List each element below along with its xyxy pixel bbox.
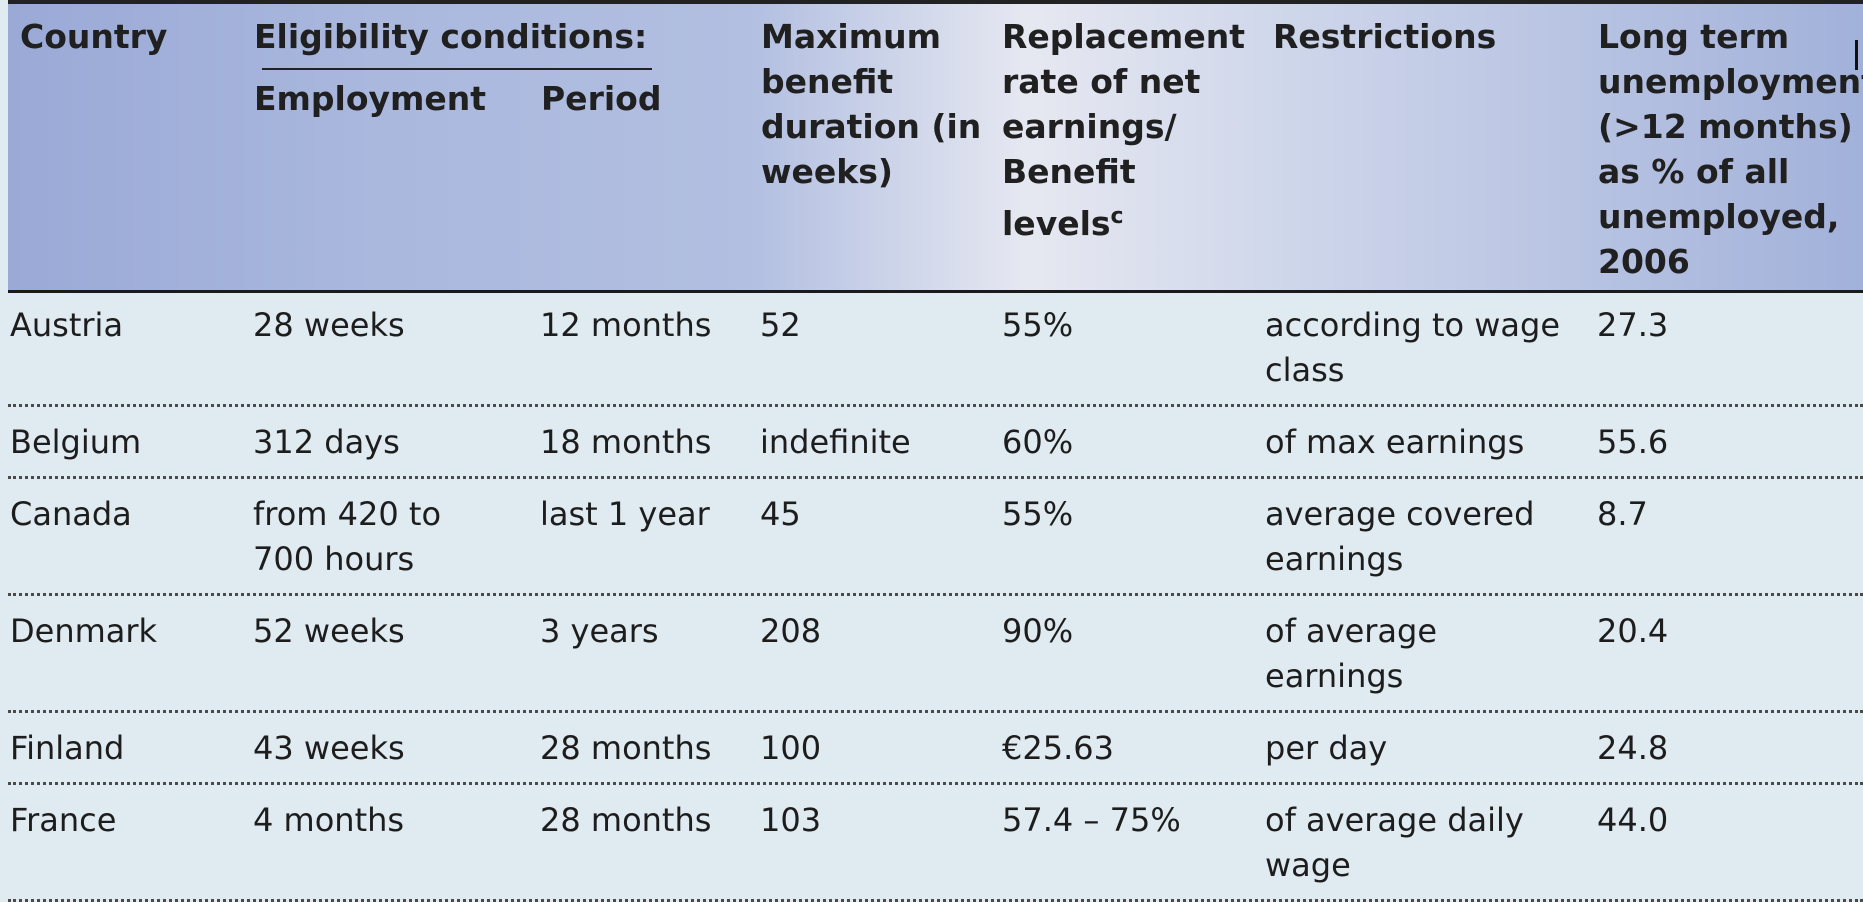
cell-period: 28 months [540, 801, 712, 839]
footnote-marker: c [1110, 204, 1124, 229]
cell-country: Finland [10, 729, 125, 767]
cell-long-term: 44.0 [1597, 801, 1669, 839]
cell-line: 700 hours [253, 540, 415, 578]
cell-replacement: 60% [1002, 423, 1074, 461]
eligibility-underline [262, 68, 652, 70]
header-max-duration-line: weeks) [761, 152, 893, 191]
cell-period: 18 months [540, 423, 712, 461]
cell-employment: 52 weeks [253, 609, 405, 654]
cell-line: 28 weeks [253, 306, 405, 344]
cell-restrictions: per day [1265, 726, 1387, 771]
cell-duration: 45 [760, 495, 801, 533]
cell-line: of max earnings [1265, 423, 1525, 461]
header-replacement-line: earnings/ [1002, 107, 1177, 146]
table-row: Canada from 420 to 700 hours last 1 year 45 5… [0, 492, 1863, 582]
cell-replacement: 55% [1002, 495, 1074, 533]
header-long-term-line: 2006 [1598, 242, 1690, 281]
table-row: Belgium 312 days 18 months indefinite 60% of … [0, 420, 1863, 465]
cell-line: earnings [1265, 540, 1404, 578]
cell-long-term: 8.7 [1597, 495, 1648, 533]
cell-period: last 1 year [540, 495, 710, 533]
cell-country: Denmark [10, 612, 158, 650]
cell-duration: 100 [760, 729, 822, 767]
row-separator [8, 404, 1863, 407]
table-header: Country Eligibility conditions: Employme… [8, 4, 1863, 293]
cell-restrictions: of average daily wage [1265, 798, 1524, 888]
cell-restrictions: average covered earnings [1265, 492, 1534, 582]
cell-country: Belgium [10, 423, 142, 461]
cell-employment: 43 weeks [253, 726, 405, 771]
header-long-term-line: Long term [1598, 17, 1790, 56]
header-long-term-line: as % of all [1598, 152, 1790, 191]
cell-line: earnings [1265, 657, 1404, 695]
header-eligibility: Eligibility conditions: [254, 17, 648, 56]
cell-employment: 4 months [253, 798, 404, 843]
header-long-term-line: unemployment [1598, 62, 1863, 101]
cell-restrictions: according to wage class [1265, 303, 1560, 393]
table-row: France 4 months 28 months 103 57.4 – 75% of a… [0, 798, 1863, 888]
header-employment: Employment [254, 79, 487, 118]
cell-line: class [1265, 351, 1345, 389]
row-separator [8, 476, 1863, 479]
cell-period: 28 months [540, 729, 712, 767]
header-restrictions: Restrictions [1273, 17, 1497, 56]
scrollbar-edge [1855, 40, 1858, 70]
cell-country: France [10, 801, 117, 839]
header-max-duration: Maximum benefit duration (in weeks) [761, 14, 981, 194]
cell-long-term: 20.4 [1597, 612, 1669, 650]
header-replacement-line: Replacement [1002, 17, 1245, 56]
row-separator [8, 710, 1863, 713]
cell-line: average covered [1265, 495, 1535, 533]
table-row: Austria 28 weeks 12 months 52 55% according t… [0, 303, 1863, 393]
table-row: Denmark 52 weeks 3 years 208 90% of average ea… [0, 609, 1863, 699]
cell-duration: 52 [760, 306, 801, 344]
cell-duration: 208 [760, 612, 822, 650]
table-row: Finland 43 weeks 28 months 100 €25.63 per day… [0, 726, 1863, 771]
cell-line: according to wage [1265, 306, 1561, 344]
cell-line: 43 weeks [253, 729, 405, 767]
header-long-term-unemployment: Long term unemployment (>12 months) as % of… [1598, 14, 1863, 284]
header-period: Period [541, 79, 662, 118]
cell-duration: 103 [760, 801, 822, 839]
cell-long-term: 55.6 [1597, 423, 1669, 461]
cell-employment: 312 days [253, 420, 400, 465]
cell-line: wage [1265, 846, 1351, 884]
header-replacement-rate: Replacement rate of net earnings/Benefit le… [1002, 14, 1245, 246]
cell-line: 312 days [253, 423, 400, 461]
header-replacement-line: rate of net [1002, 62, 1201, 101]
cell-replacement: 55% [1002, 306, 1074, 344]
cell-country: Austria [10, 306, 124, 344]
header-max-duration-line: benefit [761, 62, 894, 101]
cell-line: 4 months [253, 801, 405, 839]
cell-long-term: 27.3 [1597, 306, 1669, 344]
cell-employment: from 420 to 700 hours [253, 492, 441, 582]
cell-period: 3 years [540, 612, 659, 650]
cell-replacement: 57.4 – 75% [1002, 801, 1181, 839]
header-replacement-line: Benefit [1002, 152, 1136, 191]
cell-country: Canada [10, 495, 132, 533]
header-replacement-line: levelsc [1002, 204, 1124, 243]
row-separator [8, 593, 1863, 596]
cell-line: from 420 to [253, 495, 442, 533]
cell-line: of average [1265, 612, 1438, 650]
header-max-duration-line: duration (in [761, 107, 982, 146]
row-separator [8, 782, 1863, 785]
cell-long-term: 24.8 [1597, 729, 1669, 767]
cell-line: per day [1265, 729, 1388, 767]
cell-line: 52 weeks [253, 612, 405, 650]
header-long-term-line: (>12 months) [1598, 107, 1853, 146]
header-country: Country [20, 17, 168, 56]
cell-replacement: €25.63 [1002, 729, 1114, 767]
cell-restrictions: of max earnings [1265, 420, 1524, 465]
table-top-border [8, 0, 1863, 4]
header-max-duration-line: Maximum [761, 17, 941, 56]
cell-duration: indefinite [760, 423, 911, 461]
header-long-term-line: unemployed, [1598, 197, 1840, 236]
cell-employment: 28 weeks [253, 303, 405, 348]
cell-line: of average daily [1265, 801, 1524, 839]
cell-period: 12 months [540, 306, 712, 344]
cell-restrictions: of average earnings [1265, 609, 1437, 699]
cell-replacement: 90% [1002, 612, 1074, 650]
